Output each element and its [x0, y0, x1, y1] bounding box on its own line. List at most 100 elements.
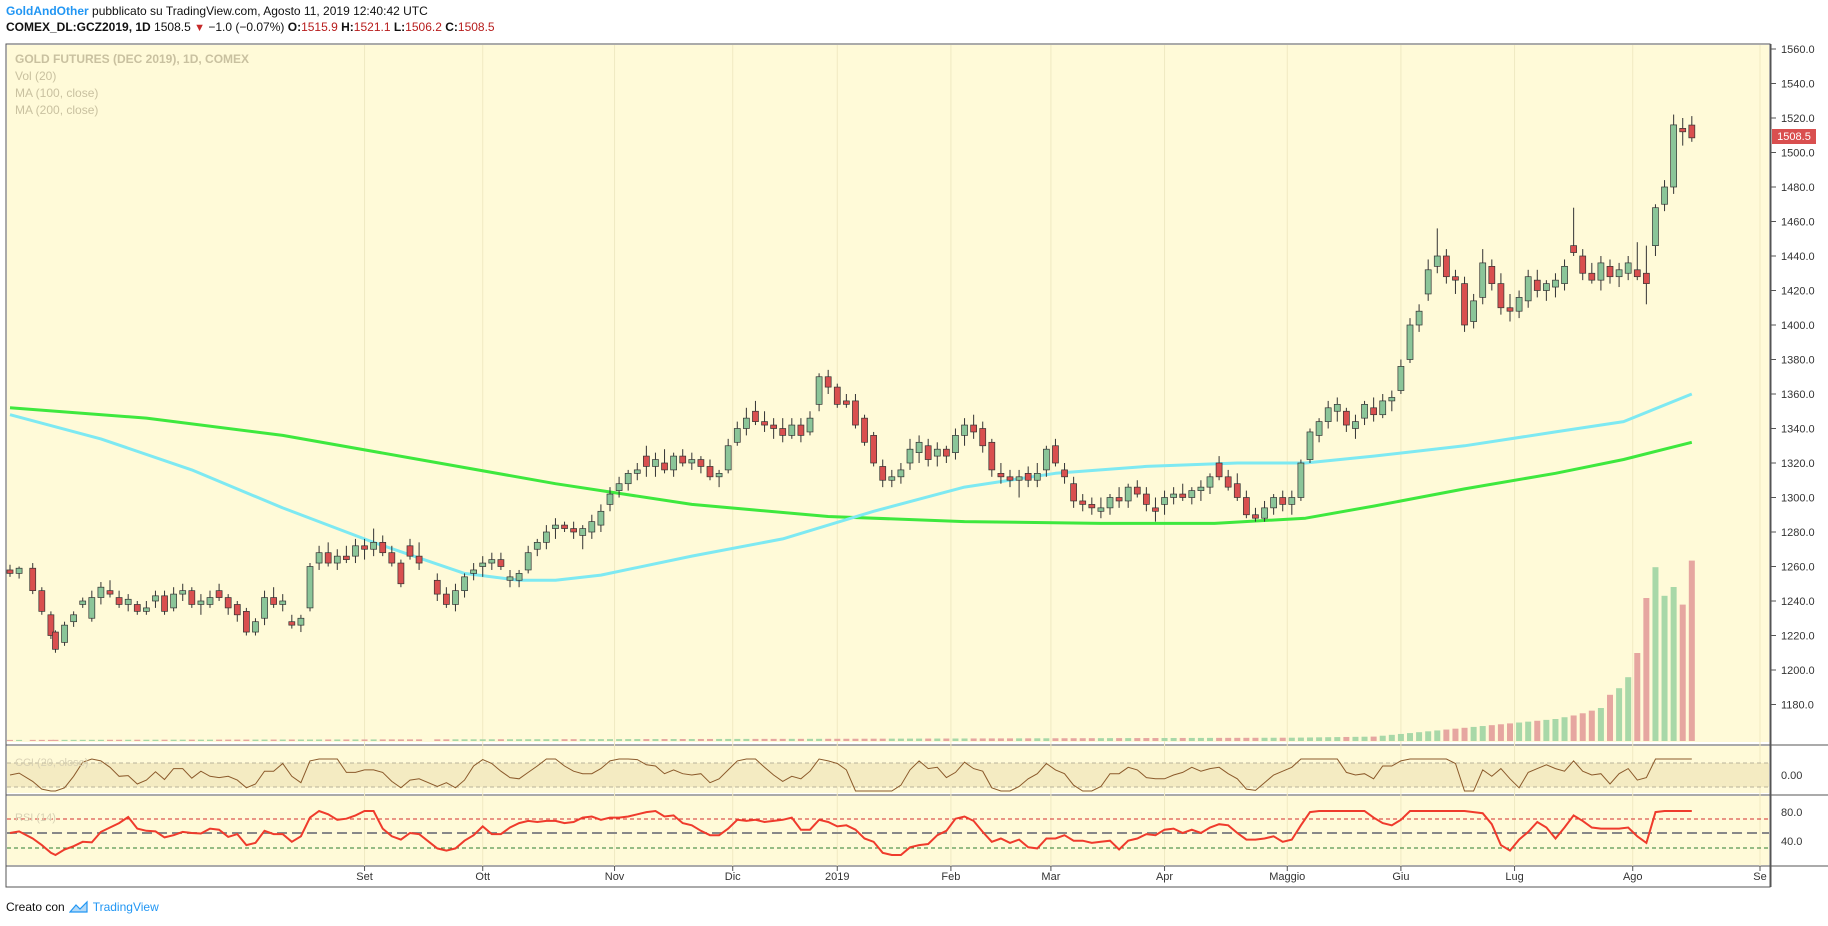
volume-bar [1070, 738, 1077, 741]
price-tick-label: 1320.0 [1781, 458, 1815, 470]
candle-body [1006, 476, 1014, 481]
candle [206, 590, 214, 608]
candle-body [133, 604, 141, 612]
volume-bar [661, 739, 668, 741]
candle-body [1243, 497, 1250, 516]
candle-body [1015, 476, 1023, 481]
volume-bar [1216, 737, 1223, 741]
price-tick-label: 1360.0 [1781, 389, 1815, 401]
time-tick-label: Se [1753, 871, 1766, 883]
volume-bar [7, 739, 13, 741]
candle-body [161, 595, 168, 612]
time-tick-label: Apr [1156, 871, 1173, 883]
author-link[interactable]: GoldAndOther [6, 4, 89, 18]
volume-bar [952, 738, 959, 741]
volume-bar [1043, 738, 1050, 741]
volume-bar [243, 739, 250, 741]
candle-body [506, 576, 514, 581]
candle [1070, 476, 1077, 508]
volume-bar [552, 739, 559, 741]
candle [652, 452, 659, 477]
candle-body [524, 552, 532, 571]
volume-bar [1561, 717, 1568, 741]
candle-body [215, 590, 223, 598]
volume-bar [1207, 737, 1213, 741]
candle [1279, 490, 1287, 512]
candle-body [706, 466, 714, 478]
volume-bar [1316, 737, 1323, 741]
candle-body [479, 562, 487, 567]
candle [1443, 249, 1450, 284]
candle-body [1024, 473, 1032, 481]
price-tick-label: 1200.0 [1781, 665, 1815, 677]
candle [624, 469, 632, 491]
candle-body [570, 528, 577, 533]
candle-body [1133, 486, 1141, 495]
candle [779, 418, 787, 443]
time-tick-label: Maggio [1269, 871, 1305, 883]
candle [47, 611, 55, 639]
price-chart[interactable]: 0.00 80.0 40.0 1180.0 1200.0 1220.0 1240.0 126… [0, 0, 1828, 890]
candle [1043, 445, 1050, 477]
candle [1124, 483, 1132, 508]
volume-bar [1243, 737, 1250, 741]
volume-bar [525, 739, 532, 741]
candle-body [861, 417, 868, 443]
candle [343, 545, 350, 564]
candle-body [1388, 397, 1396, 402]
volume-bar [407, 739, 413, 741]
volume-bar [561, 739, 568, 741]
price-tick-label: 1280.0 [1781, 527, 1815, 539]
candle-body [261, 597, 268, 619]
candle [888, 469, 896, 488]
candle [1024, 466, 1032, 488]
candle [443, 587, 450, 608]
candle-body [788, 424, 796, 436]
candle [1215, 456, 1223, 481]
candle [306, 563, 314, 612]
candle-body [1524, 276, 1532, 302]
volume-bar [370, 739, 377, 741]
volume-bar [52, 739, 59, 741]
published-text: pubblicato su TradingView.com, Agosto 11… [92, 4, 428, 18]
candle [761, 411, 768, 432]
footer-brand[interactable]: TradingView [92, 900, 159, 914]
volume-bar [434, 739, 441, 741]
candle [1252, 507, 1259, 522]
candle [906, 438, 914, 470]
candle [1015, 469, 1023, 498]
volume-bar [1552, 719, 1559, 741]
volume-bar [179, 739, 186, 741]
candle [1115, 487, 1123, 508]
volume-bar [1452, 728, 1459, 741]
volume-bar [125, 739, 132, 741]
volume-bar [1261, 737, 1268, 741]
volume-bar [1652, 567, 1659, 741]
candle-body [97, 586, 105, 598]
candle-body [915, 441, 923, 453]
candle-body [233, 604, 241, 616]
volume-bar [143, 739, 150, 741]
candle-body [833, 386, 841, 405]
candle-body [343, 555, 350, 560]
candle-body [643, 455, 650, 467]
candle [1379, 394, 1387, 419]
candle [815, 373, 823, 412]
candle [1197, 480, 1205, 501]
legend-title: GOLD FUTURES (DEC 2019), 1D, COMEX [15, 52, 249, 66]
candle [288, 614, 296, 629]
volume-bar [225, 739, 232, 741]
candle [788, 418, 796, 439]
volume-bar [88, 739, 95, 741]
volume-bar [979, 738, 986, 741]
volume-bar [1288, 737, 1295, 741]
candle [1470, 293, 1477, 329]
legend-ma100: MA (100, close) [15, 86, 98, 100]
candle-body [361, 545, 368, 550]
candle-body [1179, 493, 1187, 498]
time-tick-label: Giu [1392, 871, 1409, 883]
change-text: −1.0 (−0.07%) [208, 20, 285, 34]
candle [152, 590, 159, 608]
volume-bar [988, 738, 995, 741]
candle [397, 559, 405, 588]
